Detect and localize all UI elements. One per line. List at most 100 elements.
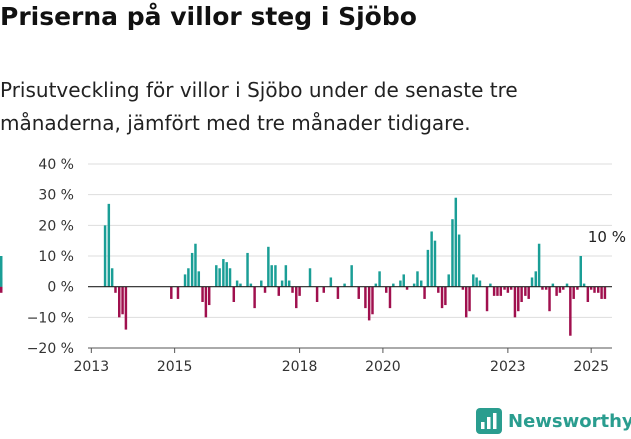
- bar: [343, 283, 346, 287]
- bar: [253, 286, 256, 309]
- bar: [593, 286, 596, 293]
- bar: [215, 265, 218, 287]
- bar: [270, 265, 273, 287]
- bar: [315, 286, 319, 302]
- bar: [478, 280, 482, 287]
- bar: [454, 197, 458, 287]
- brand-name: Newsworthy: [508, 410, 631, 432]
- bar: [295, 286, 298, 309]
- bar: [280, 280, 284, 287]
- bar: [267, 246, 270, 287]
- bar: [447, 274, 450, 287]
- bar: [492, 286, 496, 296]
- newsworthy-logo-icon: [476, 408, 502, 434]
- bar: [582, 283, 586, 287]
- bar: [263, 286, 267, 293]
- bar: [464, 286, 468, 318]
- bar: [291, 286, 294, 293]
- bar: [555, 286, 558, 296]
- bar: [423, 286, 426, 299]
- y-tick-label: −10 %: [27, 310, 74, 326]
- bar: [430, 231, 433, 287]
- bar: [308, 268, 312, 287]
- bar: [589, 286, 593, 290]
- bar: [183, 274, 187, 287]
- y-tick-label: 10 %: [38, 249, 74, 265]
- x-tick-label: 2025: [573, 359, 609, 375]
- bar: [107, 203, 111, 287]
- bar: [527, 286, 530, 299]
- bar: [392, 283, 395, 287]
- bar: [121, 286, 124, 315]
- bar: [534, 271, 538, 287]
- bar: [277, 286, 281, 296]
- page-title: Priserna på villor steg i Sjöbo: [0, 2, 417, 31]
- bar: [489, 283, 492, 287]
- latest-value-label: 10 %: [588, 228, 626, 246]
- bar: [558, 286, 562, 293]
- bar: [190, 252, 194, 287]
- y-tick-label: 40 %: [38, 157, 74, 173]
- bar: [0, 256, 3, 287]
- bar: [298, 286, 301, 296]
- bar: [475, 277, 478, 287]
- bar: [579, 256, 582, 287]
- bar: [472, 274, 475, 287]
- bar: [222, 259, 225, 287]
- bar: [530, 277, 534, 287]
- y-tick-label: 20 %: [38, 218, 74, 234]
- y-tick-label: −20 %: [27, 341, 74, 357]
- x-tick-label: 2020: [365, 359, 401, 375]
- y-tick-label: 0 %: [47, 280, 74, 296]
- bar: [207, 286, 211, 306]
- bar: [374, 283, 378, 287]
- x-tick-label: 2023: [490, 359, 526, 375]
- bar: [444, 286, 447, 306]
- bar: [461, 286, 465, 290]
- bar: [187, 268, 190, 287]
- bar: [124, 286, 128, 330]
- bar: [600, 286, 603, 299]
- bar: [544, 286, 548, 290]
- bar: [114, 286, 117, 293]
- bar: [433, 240, 437, 287]
- bar: [194, 243, 197, 287]
- bar: [405, 286, 409, 290]
- bar: [218, 268, 221, 287]
- bar: [260, 280, 263, 287]
- bar: [322, 286, 325, 293]
- bar: [572, 286, 575, 299]
- x-tick-label: 2018: [282, 359, 318, 375]
- bar: [485, 286, 489, 312]
- bar: [378, 271, 381, 287]
- bar: [176, 286, 180, 299]
- bar: [364, 286, 367, 309]
- bar: [357, 286, 360, 299]
- bar: [170, 286, 173, 299]
- bar: [548, 286, 551, 312]
- bar: [371, 286, 374, 315]
- bar: [569, 286, 572, 336]
- bar: [468, 286, 471, 312]
- bar: [416, 271, 419, 287]
- brand-logo: Newsworthy: [476, 406, 631, 436]
- bar: [451, 219, 454, 287]
- bar: [246, 252, 249, 287]
- bar: [603, 286, 607, 299]
- bar: [284, 265, 288, 287]
- bar: [204, 286, 208, 318]
- bar: [110, 268, 114, 287]
- bar: [503, 286, 506, 290]
- bar: [419, 280, 423, 287]
- bar: [239, 283, 242, 287]
- bar: [274, 265, 277, 287]
- bar: [537, 243, 541, 287]
- bar: [232, 286, 236, 302]
- bar: [551, 283, 555, 287]
- bar: [197, 271, 201, 287]
- bar: [586, 286, 590, 302]
- bar: [329, 277, 333, 287]
- bar: [457, 234, 461, 287]
- bar: [249, 283, 253, 287]
- bar: [565, 283, 569, 287]
